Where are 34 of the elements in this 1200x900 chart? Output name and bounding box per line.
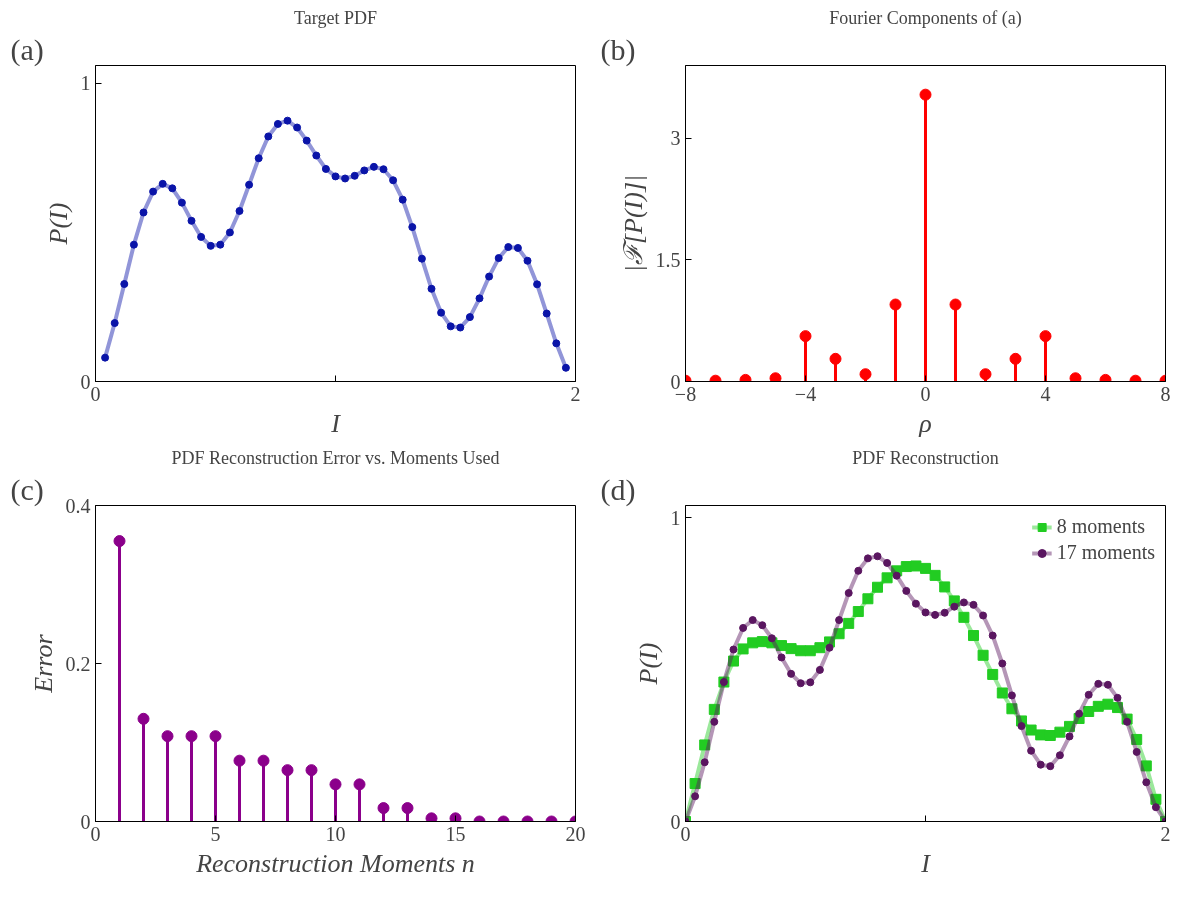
x-tick-label: 4 bbox=[1040, 382, 1051, 405]
chart-title: PDF Reconstruction bbox=[852, 447, 999, 468]
legend-label: 8 moments bbox=[1056, 515, 1145, 538]
y-tick-label: 0.2 bbox=[65, 652, 91, 675]
x-tick-label: 20 bbox=[565, 822, 586, 845]
text: (d) bbox=[600, 472, 636, 507]
x-tick-label: 15 bbox=[445, 822, 466, 845]
x-axis-title: I bbox=[330, 408, 342, 438]
y-tick-label: 1 bbox=[80, 72, 91, 95]
chart-title: Fourier Components of (a) bbox=[829, 7, 1022, 29]
x-tick-label: 8 bbox=[1160, 382, 1171, 405]
legend-label: 17 moments bbox=[1056, 541, 1155, 564]
x-tick-label: 2 bbox=[570, 382, 581, 405]
y-axis-title: Error bbox=[28, 633, 58, 694]
x-axis-title: I bbox=[920, 848, 932, 878]
y-axis-title: P(I) bbox=[633, 642, 663, 686]
chart-title: PDF Reconstruction Error vs. Moments Used bbox=[171, 447, 500, 468]
y-tick-label: 1 bbox=[670, 506, 681, 529]
chart-title: Target PDF bbox=[294, 7, 377, 28]
text: (a) bbox=[10, 32, 44, 67]
x-tick-label: 0 bbox=[920, 382, 931, 405]
text: (c) bbox=[10, 472, 44, 507]
x-tick-label: 10 bbox=[325, 822, 346, 845]
y-axis-title: |ℱ[P(I)]| bbox=[618, 174, 648, 273]
x-tick-label: 2 bbox=[1160, 822, 1171, 845]
text: (b) bbox=[600, 32, 636, 67]
y-tick-label: 1.5 bbox=[655, 248, 681, 271]
y-tick-label: 0.4 bbox=[65, 494, 91, 517]
x-axis-title: Reconstruction Moments n bbox=[195, 848, 475, 878]
y-axis-title: P(I) bbox=[43, 202, 73, 246]
x-axis-title: ρ bbox=[918, 408, 932, 438]
y-tick-label: 3 bbox=[670, 127, 681, 150]
x-tick-label: 5 bbox=[210, 822, 221, 845]
x-tick-label: −4 bbox=[794, 382, 817, 405]
